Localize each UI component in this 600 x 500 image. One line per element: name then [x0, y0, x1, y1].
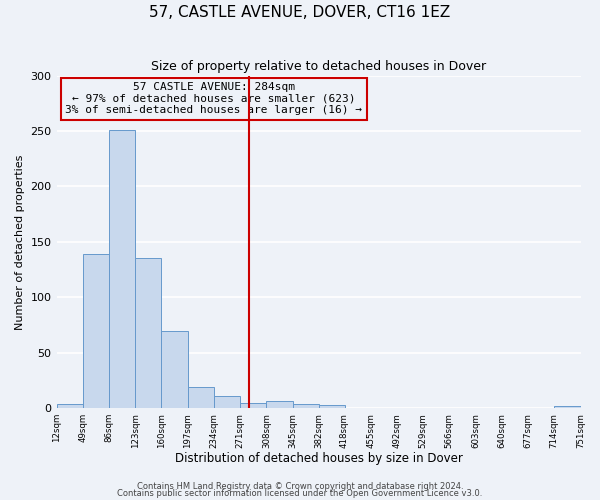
Bar — [240, 402, 266, 408]
Bar — [554, 406, 581, 408]
Bar — [135, 258, 161, 408]
Bar — [56, 404, 83, 408]
Bar — [293, 404, 319, 408]
Text: 57, CASTLE AVENUE, DOVER, CT16 1EZ: 57, CASTLE AVENUE, DOVER, CT16 1EZ — [149, 5, 451, 20]
X-axis label: Distribution of detached houses by size in Dover: Distribution of detached houses by size … — [175, 452, 463, 465]
Bar — [214, 396, 240, 408]
Bar — [161, 330, 188, 408]
Bar — [83, 254, 109, 408]
Bar — [266, 402, 293, 408]
Y-axis label: Number of detached properties: Number of detached properties — [15, 154, 25, 330]
Bar — [319, 405, 345, 408]
Title: Size of property relative to detached houses in Dover: Size of property relative to detached ho… — [151, 60, 486, 73]
Text: Contains public sector information licensed under the Open Government Licence v3: Contains public sector information licen… — [118, 490, 482, 498]
Bar — [109, 130, 135, 408]
Text: Contains HM Land Registry data © Crown copyright and database right 2024.: Contains HM Land Registry data © Crown c… — [137, 482, 463, 491]
Bar — [188, 387, 214, 408]
Text: 57 CASTLE AVENUE: 284sqm
← 97% of detached houses are smaller (623)
3% of semi-d: 57 CASTLE AVENUE: 284sqm ← 97% of detach… — [65, 82, 362, 116]
